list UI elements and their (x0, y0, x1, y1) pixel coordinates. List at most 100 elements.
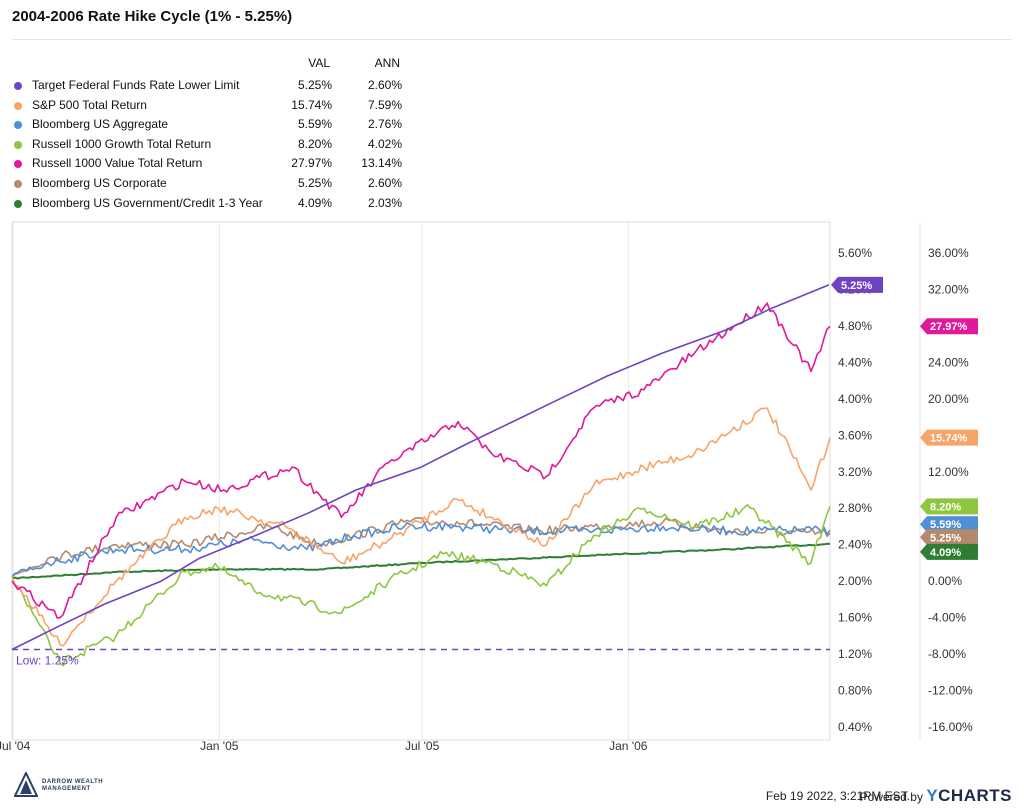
right-axis-tick-label: -4.00% (928, 611, 966, 625)
legend-series-name: S&P 500 Total Return (32, 97, 147, 112)
legend-item[interactable]: Target Federal Funds Rate Lower Limit 5.2… (12, 78, 402, 94)
powered-by-text: Powered by (859, 790, 923, 804)
legend-series-name: Bloomberg US Corporate (32, 176, 167, 190)
legend-marker-icon (14, 199, 22, 208)
left-axis-tick-label: 4.80% (838, 319, 872, 333)
right-axis-tick-label: 32.00% (928, 282, 969, 296)
left-axis-tick-label: 5.60% (838, 246, 872, 260)
legend-series-ann: 7.59% (367, 97, 402, 112)
ycharts-logo-rest: CHARTS (938, 786, 1012, 805)
legend-marker-icon (14, 121, 22, 130)
logo-line-2: MANAGEMENT (42, 786, 91, 792)
legend-item[interactable]: Bloomberg US Corporate 5.25% 2.60% (12, 176, 402, 192)
left-axis-tick-label: 1.20% (838, 647, 872, 661)
legend-series-name: Target Federal Funds Rate Lower Limit (32, 78, 240, 92)
footer-timestamp: Feb 19 2022, 3:21PM EST. (765, 789, 910, 803)
legend-series-val: 8.20% (297, 136, 332, 151)
powered-by[interactable]: Powered by YCHARTS (860, 786, 1012, 806)
series-line (11, 302, 831, 619)
legend-marker-icon (14, 82, 22, 90)
legend-series-name: Russell 1000 Growth Total Return (32, 136, 212, 151)
legend-series-val: 27.97% (291, 156, 332, 171)
x-tick-label: Jul '04 (0, 739, 31, 753)
series-line (11, 517, 831, 578)
end-value-tag (920, 543, 978, 560)
legend-item[interactable]: Russell 1000 Growth Total Return 8.20% 4.0… (12, 137, 402, 153)
right-axis-tick-label: -12.00% (928, 684, 973, 698)
legend-marker-icon (14, 140, 22, 149)
end-value-tag (920, 516, 978, 533)
x-tick-label: Jan '05 (200, 739, 239, 753)
end-value-tag (920, 529, 978, 546)
legend-series-name: Bloomberg US Government/Credit 1-3 Year (32, 195, 263, 210)
right-axis-tick-label: 0.00% (928, 574, 962, 588)
legend-series-ann: 2.60% (367, 176, 402, 190)
end-value-tag (920, 498, 978, 515)
left-axis-tick-label: 4.40% (838, 355, 872, 369)
ycharts-logo-y: Y (926, 786, 939, 805)
darrow-logo-icon (13, 770, 39, 803)
chart-title: 2004-2006 Rate Hike Cycle (1% - 5.25%) (12, 8, 293, 25)
end-value-label: 5.25% (841, 280, 872, 292)
series-line (11, 284, 830, 651)
legend-series-ann: 2.60% (367, 78, 402, 92)
ycharts-logo-icon: YCHARTS (926, 786, 1012, 805)
left-axis-tick-label: 1.60% (838, 611, 872, 625)
logo-line-1: DARROW WEALTH (42, 779, 104, 785)
left-axis-tick-label: 0.80% (838, 684, 872, 698)
legend-series-val: 15.74% (291, 97, 332, 112)
left-axis-tick-label: 2.00% (838, 574, 872, 588)
legend-series-ann: 13.14% (361, 156, 402, 171)
series-line (11, 407, 831, 647)
left-axis-tick-label: 3.60% (838, 428, 872, 442)
legend-item[interactable]: S&P 500 Total Return 15.74% 7.59% (12, 98, 402, 114)
legend-item[interactable]: Bloomberg US Government/Credit 1-3 Year 4… (12, 196, 402, 212)
right-axis-tick-label: 12.00% (928, 465, 969, 479)
right-axis-tick-label: -16.00% (928, 720, 973, 734)
left-axis-tick-label: 4.00% (838, 392, 872, 406)
legend-series-ann: 2.03% (367, 195, 402, 210)
legend-series-val: 5.59% (297, 117, 332, 132)
end-value-label: 27.97% (930, 321, 968, 333)
low-annotation-label: Low: 1.25% (16, 654, 79, 668)
title-divider (12, 39, 1012, 40)
right-axis-tick-label: 24.00% (928, 355, 969, 369)
legend-item[interactable]: Russell 1000 Value Total Return 27.97% 13.… (12, 156, 402, 172)
end-value-label: 5.59% (930, 519, 961, 531)
end-value-label: 15.74% (930, 433, 968, 445)
legend-item[interactable]: Bloomberg US Aggregate 5.59% 2.76% (12, 117, 402, 133)
legend-val-header: VAL (308, 56, 330, 70)
plot-frame (11, 221, 831, 741)
right-axis-tick-label: -8.00% (928, 647, 966, 661)
end-value-label: 4.09% (930, 547, 961, 559)
end-value-tag (920, 318, 978, 335)
legend-series-ann: 4.02% (367, 136, 402, 151)
legend-series-val: 5.25% (297, 176, 332, 190)
x-tick-label: Jan '06 (609, 739, 648, 753)
end-value-tag (920, 429, 978, 446)
legend-marker-icon (14, 180, 22, 188)
legend-series-ann: 2.76% (367, 117, 402, 132)
left-axis-tick-label: 3.20% (838, 465, 872, 479)
right-axis-tick-label: 20.00% (928, 392, 969, 406)
legend-ann-header: ANN (374, 56, 400, 70)
legend-series-name: Bloomberg US Aggregate (32, 117, 169, 132)
legend-marker-icon (14, 160, 22, 169)
left-axis-tick-label: 0.40% (838, 720, 872, 734)
end-value-label: 8.20% (930, 501, 961, 513)
end-value-label: 5.25% (930, 532, 961, 544)
legend-series-name: Russell 1000 Value Total Return (32, 156, 203, 171)
end-value-tag (831, 276, 883, 293)
left-axis-tick-label: 2.80% (838, 501, 872, 515)
legend-series-val: 4.09% (297, 195, 332, 210)
legend-series-val: 5.25% (297, 78, 332, 92)
series-line (11, 522, 831, 578)
legend: VAL ANN Target Federal Funds Rate Lower … (12, 56, 402, 216)
legend-marker-icon (14, 101, 22, 110)
series-line (11, 504, 831, 667)
right-axis-tick-label: 36.00% (928, 246, 969, 260)
x-tick-label: Jul '05 (405, 739, 440, 753)
left-axis-tick-label: 2.40% (838, 538, 872, 552)
darrow-logo-text: DARROW WEALTH MANAGEMENT (42, 779, 103, 793)
